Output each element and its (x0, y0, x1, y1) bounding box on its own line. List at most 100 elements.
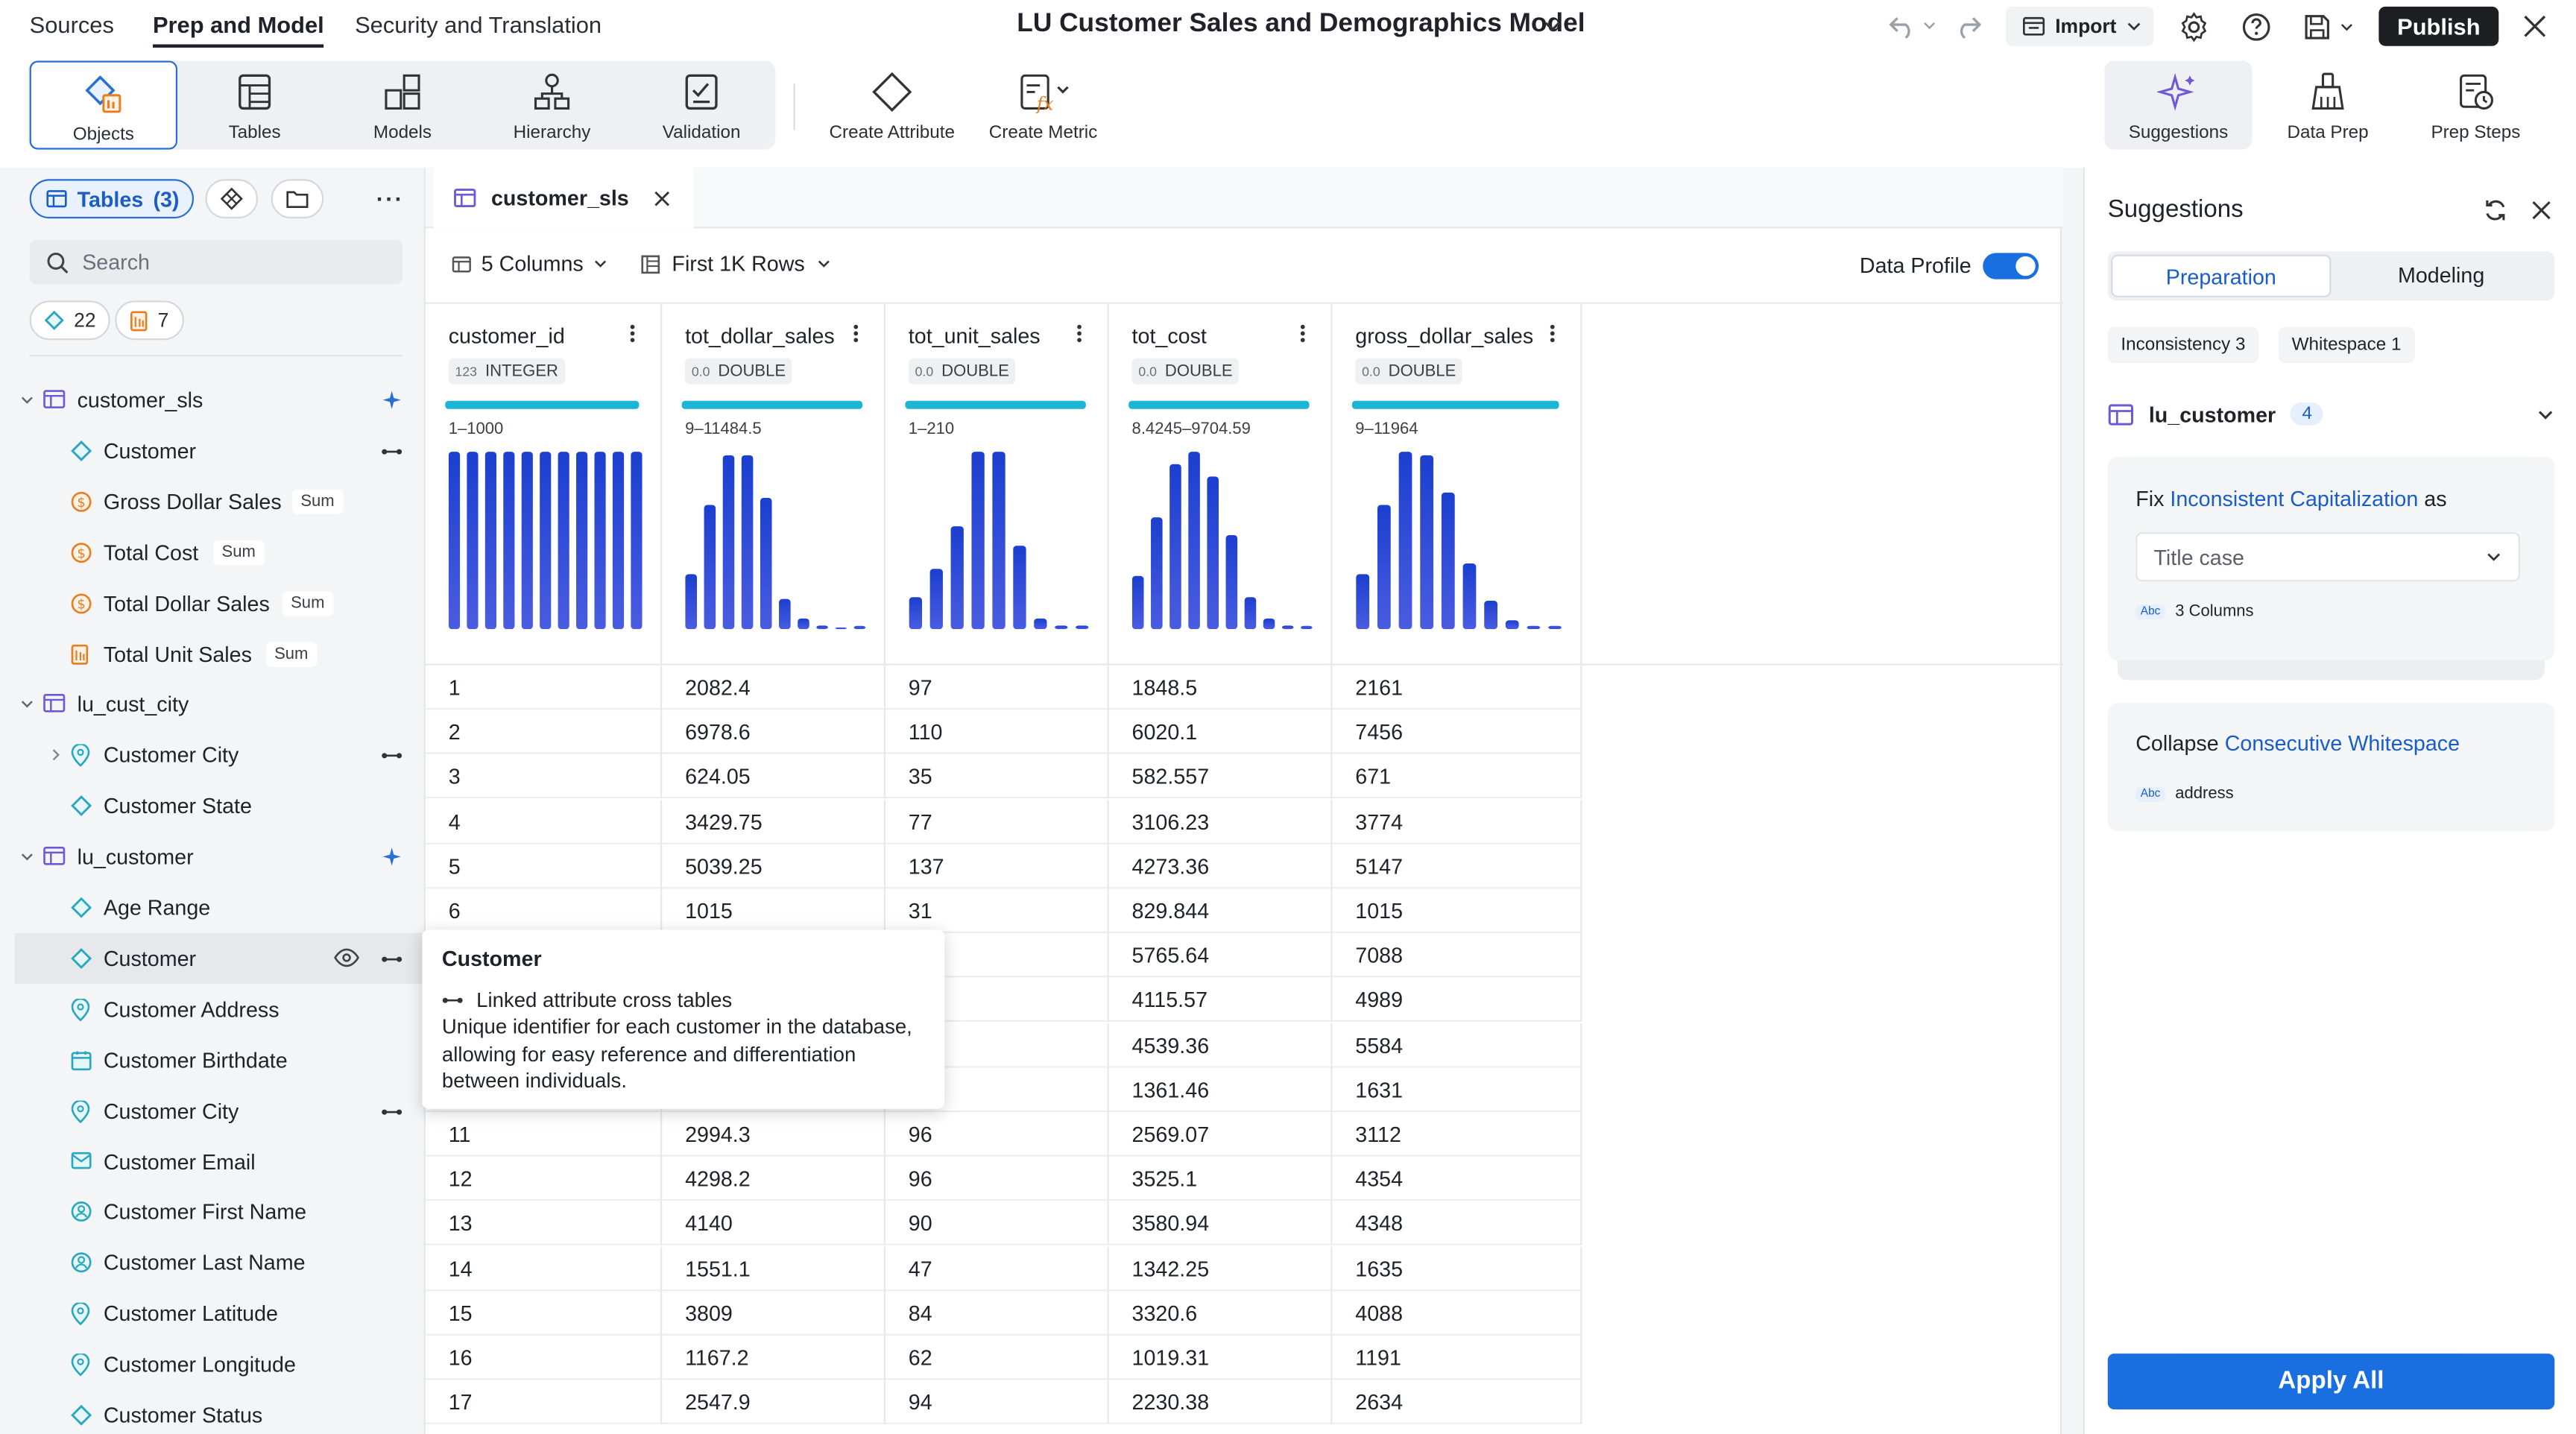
table-cell[interactable]: 5 (426, 844, 663, 888)
nav-tab-security-and-translation[interactable]: Security and Translation (355, 11, 602, 38)
table-cell[interactable]: 31 (886, 888, 1109, 933)
table-cell[interactable]: 3774 (1332, 799, 1582, 844)
tree-item[interactable]: Total Unit Sales Sum (0, 628, 424, 679)
table-cell[interactable]: 17 (426, 1380, 663, 1425)
table-cell[interactable]: 2161 (1332, 665, 1582, 710)
tree-item[interactable]: Age Range (0, 882, 424, 933)
table-cell[interactable]: 1019.31 (1109, 1335, 1333, 1380)
import-button[interactable]: Import (2006, 6, 2154, 46)
tab-customer-sls[interactable]: customer_sls (433, 167, 694, 229)
table-cell[interactable]: 3320.6 (1109, 1290, 1333, 1336)
tree-item[interactable]: Customer Address (0, 984, 424, 1035)
table-cell[interactable]: 3 (426, 754, 663, 800)
tree-item[interactable]: Customer Latitude (0, 1288, 424, 1339)
undo-icon[interactable] (1887, 13, 1917, 40)
table-cell[interactable]: 12 (426, 1157, 663, 1201)
refresh-icon[interactable] (2484, 199, 2507, 222)
table-cell[interactable]: 6020.1 (1109, 710, 1333, 755)
table-cell[interactable]: 84 (886, 1290, 1109, 1336)
table-cell[interactable]: 4088 (1332, 1290, 1582, 1336)
suggestion-card-whitespace[interactable]: Collapse Consecutive Whitespace Abc addr… (2107, 703, 2555, 832)
objects-button[interactable]: Objects (29, 60, 178, 150)
undo-chevron-down-icon[interactable] (1922, 18, 1937, 33)
create-metric-button[interactable]: fx Create Metric (969, 61, 1117, 150)
column-menu-icon[interactable] (1549, 323, 1556, 343)
table-cell[interactable]: 3429.75 (662, 799, 886, 844)
case-select[interactable]: Title case (2135, 532, 2520, 582)
tree-item[interactable]: Customer (14, 932, 424, 984)
card2-link[interactable]: Consecutive Whitespace (2224, 730, 2460, 756)
create-attribute-button[interactable]: Create Attribute (818, 61, 966, 150)
table-cell[interactable]: 1635 (1332, 1245, 1582, 1291)
suggestion-card-capitalization[interactable]: Fix Inconsistent Capitalization as Title… (2107, 456, 2555, 661)
tree-item[interactable]: Customer Status (0, 1390, 424, 1434)
table-cell[interactable]: 2994.3 (662, 1112, 886, 1157)
link-icon[interactable] (381, 953, 402, 966)
table-cell[interactable]: 829.844 (1109, 888, 1333, 933)
table-cell[interactable]: 11 (426, 1112, 663, 1157)
help-icon[interactable] (2241, 11, 2272, 42)
table-cell[interactable]: 4354 (1332, 1157, 1582, 1201)
column-header[interactable]: tot_unit_sales 0.0 DOUBLE 1–210 (886, 303, 1109, 664)
table-cell[interactable]: 1342.25 (1109, 1245, 1333, 1291)
tree-item[interactable]: Customer Birthdate (0, 1035, 424, 1085)
chip-inconsistency[interactable]: Inconsistency 3 (2107, 326, 2259, 364)
table-cell[interactable]: 1167.2 (662, 1335, 886, 1380)
tree-table-lu_customer[interactable]: lu_customer (0, 831, 424, 882)
tree-item[interactable]: Customer First Name (0, 1187, 424, 1237)
table-cell[interactable]: 4273.36 (1109, 844, 1333, 888)
table-cell[interactable]: 110 (886, 710, 1109, 755)
table-cell[interactable]: 2082.4 (662, 665, 886, 710)
table-cell[interactable]: 1631 (1332, 1067, 1582, 1112)
tree-item[interactable]: $ Gross Dollar Sales Sum (0, 476, 424, 527)
table-cell[interactable]: 1848.5 (1109, 665, 1333, 710)
tree-item[interactable]: $ Total Cost Sum (0, 527, 424, 578)
table-cell[interactable]: 13 (426, 1201, 663, 1246)
table-cell[interactable]: 96 (886, 1157, 1109, 1201)
column-header[interactable]: gross_dollar_sales 0.0 DOUBLE 9–11964 (1332, 303, 1582, 664)
redo-icon[interactable] (1954, 13, 1983, 40)
column-header[interactable]: tot_cost 0.0 DOUBLE 8.4245–9704.59 (1109, 303, 1333, 664)
column-menu-icon[interactable] (1076, 323, 1083, 343)
table-cell[interactable]: 14 (426, 1245, 663, 1291)
table-cell[interactable]: 90 (886, 1201, 1109, 1246)
suggestions-button[interactable]: Suggestions (2104, 60, 2253, 150)
table-cell[interactable]: 5765.64 (1109, 933, 1333, 978)
tree-item[interactable]: Customer Last Name (0, 1237, 424, 1288)
hierarchy-button[interactable]: Hierarchy (478, 61, 625, 150)
chip-whitespace[interactable]: Whitespace 1 (2278, 326, 2415, 364)
nav-tab-sources[interactable]: Sources (29, 11, 114, 38)
table-cell[interactable]: 47 (886, 1245, 1109, 1291)
table-cell[interactable]: 4348 (1332, 1201, 1582, 1246)
card1-link[interactable]: Inconsistent Capitalization (2170, 486, 2419, 511)
table-cell[interactable]: 4 (426, 799, 663, 844)
more-options-icon[interactable]: ··· (376, 186, 405, 212)
table-cell[interactable]: 1015 (1332, 888, 1582, 933)
table-cell[interactable]: 35 (886, 754, 1109, 800)
validation-button[interactable]: Validation (628, 61, 775, 150)
columns-selector[interactable]: 5 Columns (452, 251, 608, 276)
table-cell[interactable]: 16 (426, 1335, 663, 1380)
table-cell[interactable] (886, 978, 1109, 1023)
table-cell[interactable]: 3809 (662, 1290, 886, 1336)
table-cell[interactable]: 1 (426, 665, 663, 710)
table-cell[interactable]: 15 (426, 1290, 663, 1336)
tree-table-lu_cust_city[interactable]: lu_cust_city (0, 679, 424, 730)
table-cell[interactable]: 3106.23 (1109, 799, 1333, 844)
table-cell[interactable]: 5039.25 (662, 844, 886, 888)
column-header[interactable]: customer_id 123 INTEGER 1–1000 (426, 303, 663, 664)
publish-button[interactable]: Publish (2378, 6, 2499, 46)
table-cell[interactable]: 2634 (1332, 1380, 1582, 1425)
column-header[interactable]: tot_dollar_sales 0.0 DOUBLE 9–11484.5 (662, 303, 886, 664)
attribute-count-pill[interactable]: 22 (29, 300, 111, 341)
link-icon[interactable] (381, 750, 402, 763)
table-cell[interactable]: 2547.9 (662, 1380, 886, 1425)
tab-modeling[interactable]: Modeling (2397, 262, 2485, 288)
models-button[interactable]: Models (329, 61, 476, 150)
tree-item[interactable]: Customer Email (0, 1136, 424, 1187)
column-menu-icon[interactable] (629, 323, 636, 343)
table-cell[interactable]: 5147 (1332, 844, 1582, 888)
column-menu-icon[interactable] (853, 323, 859, 343)
tree-item[interactable]: Customer Longitude (0, 1339, 424, 1389)
table-cell[interactable] (886, 1067, 1109, 1112)
